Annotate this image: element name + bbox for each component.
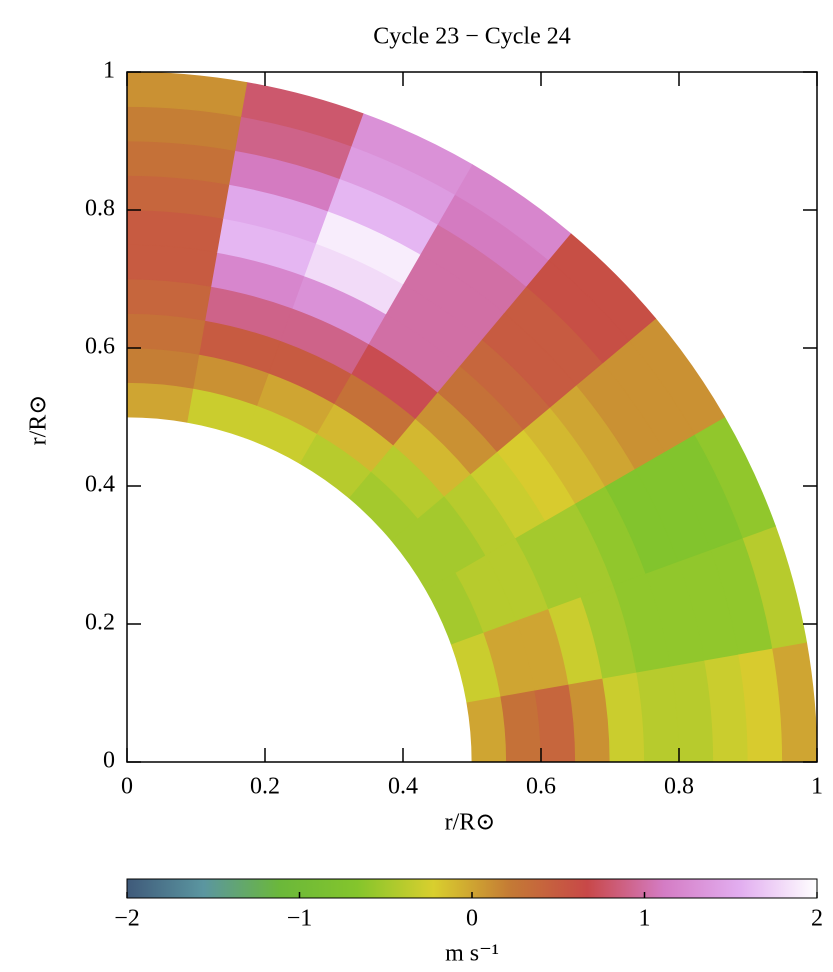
colorbar-tick-label: 1: [639, 906, 651, 932]
y-tick-label: 0.6: [85, 334, 115, 360]
y-tick-label: 0: [103, 748, 115, 774]
heatmap-cell: [466, 695, 507, 763]
y-tick-label: 0.8: [85, 196, 115, 222]
heatmap-cell: [126, 347, 200, 389]
x-tick-label: 0.4: [388, 774, 418, 800]
y-tick-label: 1: [103, 58, 115, 84]
plot-frame: [126, 71, 818, 763]
x-axis-label: r/R⊙: [445, 810, 496, 836]
y-axis-label: r/R⊙: [26, 395, 52, 446]
x-tick-label: 0: [121, 774, 133, 800]
colorbar-tick-label: 0: [466, 906, 478, 932]
colorbar-tick-label: 2: [811, 906, 823, 932]
x-tick-label: 1: [811, 774, 823, 800]
x-tick-label: 0.8: [664, 774, 694, 800]
y-tick-label: 0.2: [85, 610, 115, 636]
heatmap-cell: [500, 689, 542, 763]
x-tick-label: 0.6: [526, 774, 556, 800]
y-tick-label: 0.4: [85, 472, 115, 498]
chart-title: Cycle 23 − Cycle 24: [373, 24, 571, 50]
heatmap-cell: [126, 382, 194, 423]
colorbar-label: m s⁻¹: [445, 941, 499, 967]
colorbar-tick-label: −2: [114, 906, 140, 932]
colorbar-tick-label: −1: [287, 906, 313, 932]
x-tick-label: 0.2: [250, 774, 280, 800]
